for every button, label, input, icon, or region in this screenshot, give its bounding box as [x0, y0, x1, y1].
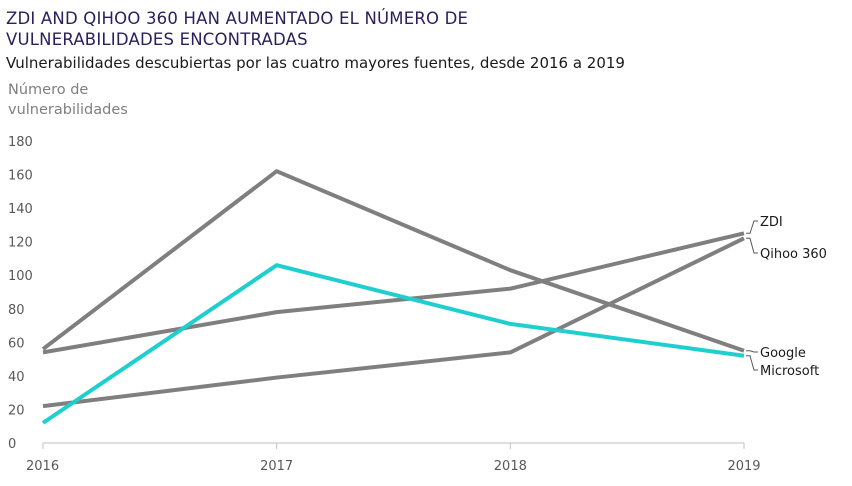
x-tick-label: 2018: [494, 459, 527, 474]
y-tick-label: 160: [8, 169, 33, 184]
y-tick-label: 40: [8, 370, 25, 385]
series-line-zdi: [42, 231, 745, 355]
y-tick-label: 120: [8, 236, 33, 251]
leader-line: [746, 355, 758, 371]
leader-line: [746, 350, 758, 353]
chart-subtitle: Vulnerabilidades descubiertas por las cu…: [6, 54, 625, 72]
y-tick-label: 80: [8, 303, 25, 318]
y-tick-label: 0: [8, 437, 16, 452]
x-tick-label: 2017: [260, 459, 293, 474]
series-label-microsoft: Microsoft: [760, 364, 819, 379]
chart-title: ZDI AND QIHOO 360 HAN AUMENTADO EL NÚMER…: [6, 9, 469, 49]
leader-line: [746, 237, 758, 254]
x-tick-label: 2019: [727, 459, 760, 474]
series-label-qihoo-360: Qihoo 360: [760, 247, 827, 262]
y-tick-label: 60: [8, 336, 25, 351]
y-tick-label: 20: [8, 403, 25, 418]
series-line-microsoft: [41, 263, 745, 425]
series-label-zdi: ZDI: [760, 215, 783, 230]
y-tick-label: 180: [8, 135, 33, 150]
x-tick-label: 2016: [26, 459, 59, 474]
y-axis-label: Número de vulnerabilidades: [8, 82, 128, 118]
series-line-qihoo-360: [42, 236, 745, 409]
leader-line: [746, 220, 758, 234]
series-line-google: [41, 169, 745, 353]
y-tick-label: 140: [8, 202, 33, 217]
series-label-google: Google: [760, 346, 806, 361]
y-tick-label: 100: [8, 269, 33, 284]
